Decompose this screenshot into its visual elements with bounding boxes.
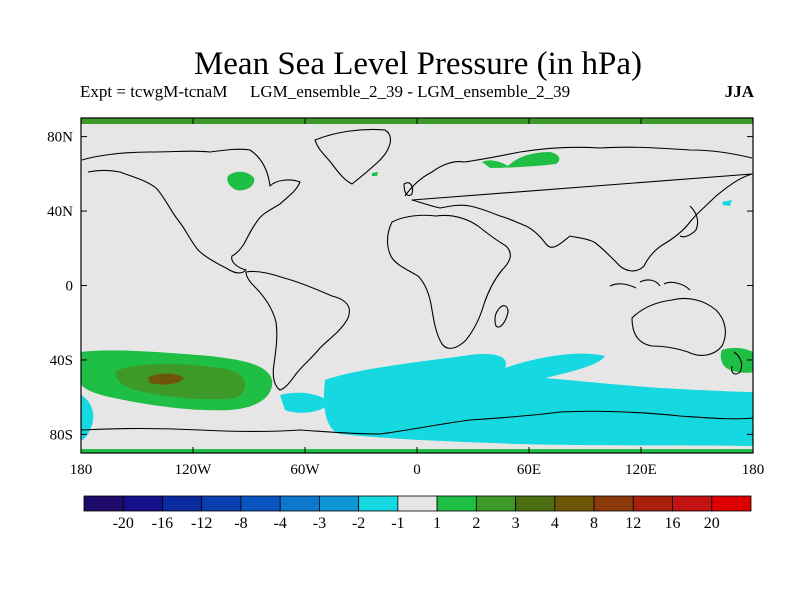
x-tick-label: 60E [517,462,541,478]
colorbar-label: -1 [391,515,404,532]
positive-anomaly-hudson-bay [227,171,255,191]
x-tick-label: 60W [290,462,320,478]
coastline-indonesia [609,279,691,291]
colorbar-swatch [711,495,752,512]
colorbar-label: 8 [590,515,598,532]
ensemble-label: LGM_ensemble_2_39 - LGM_ensemble_2_39 [250,82,571,101]
colorbar-swatch [554,495,595,512]
negative-anomaly-southern-ocean [323,353,753,446]
colorbar-label: 12 [625,515,641,532]
colorbar-swatch [475,495,516,512]
colorbar-swatch [593,495,634,512]
colorbar-swatch [319,495,360,512]
positive-anomaly-siberia [482,152,560,168]
chart-title: Mean Sea Level Pressure (in hPa) [193,46,643,82]
colorbar-label: -2 [352,515,365,532]
colorbar-swatch [279,495,320,512]
colorbar-label: -8 [234,515,247,532]
x-tick-label: 180 [70,462,93,478]
coastline-antarctica [81,410,753,435]
colorbar-label: -4 [274,515,287,532]
y-tick-label: 40S [50,353,73,369]
colorbar: -20 -16 -12 -8 -4 -3 -2 -1 1 2 3 4 8 12 16 20 [83,495,752,532]
map-plot-area [81,118,753,453]
positive-anomaly-south-pacific-core [115,364,246,400]
colorbar-label: -12 [191,515,212,532]
negative-anomaly-pacific-edge [81,395,94,440]
negative-anomaly-north-pacific-speck [722,200,732,206]
colorbar-swatch [436,495,477,512]
coastline-australia [631,297,726,356]
x-tick-label: 180 [742,462,765,478]
colorbar-label: 3 [512,515,520,532]
x-tick-label: 120E [625,462,657,478]
colorbar-swatch [515,495,556,512]
season-label: JJA [724,82,754,101]
colorbar-swatch [83,495,124,512]
positive-anomaly-new-zealand [720,347,753,373]
coastline-north-america [81,148,301,274]
colorbar-label: 2 [472,515,480,532]
coastline-japan [679,205,699,238]
colorbar-label: 1 [433,515,441,532]
colorbar-label: 4 [551,515,559,532]
coastline-madagascar [494,305,509,328]
colorbar-swatch [122,495,163,512]
positive-anomaly-north-atlantic-speck [372,172,378,176]
colorbar-label: -16 [152,515,173,532]
y-tick-label: 80N [47,130,73,146]
coastlines [81,128,753,435]
coastline-south-america [245,270,350,391]
x-tick-label: 120W [175,462,213,478]
coastline-uk [403,182,414,197]
coastline-greenland [314,128,391,185]
x-tick-label: 0 [413,462,421,478]
coastline-eurasia [404,146,753,272]
positive-anomaly-south-pacific-max [148,373,184,385]
colorbar-label: -3 [313,515,326,532]
y-tick-label: 0 [66,279,74,295]
colorbar-label: 20 [704,515,720,532]
colorbar-swatch [358,495,399,512]
negative-anomaly-drake [280,392,330,413]
colorbar-swatch [632,495,673,512]
colorbar-label: 16 [665,515,681,532]
experiment-label: Expt = tcwgM-tcnaM [80,82,228,101]
colorbar-label: -20 [113,515,134,532]
colorbar-swatch [201,495,242,512]
x-axis: 180 120W 60W 0 60E 120E 180 [70,118,765,478]
colorbar-swatch [397,495,438,512]
y-axis: 80N 40N 0 40S 80S [47,130,753,443]
y-tick-label: 80S [50,427,73,443]
coastline-africa [386,214,511,349]
y-tick-label: 40N [47,204,73,220]
coastline-new-zealand [731,351,743,375]
colorbar-swatch [162,495,203,512]
colorbar-swatch [240,495,281,512]
colorbar-swatch [672,495,713,512]
